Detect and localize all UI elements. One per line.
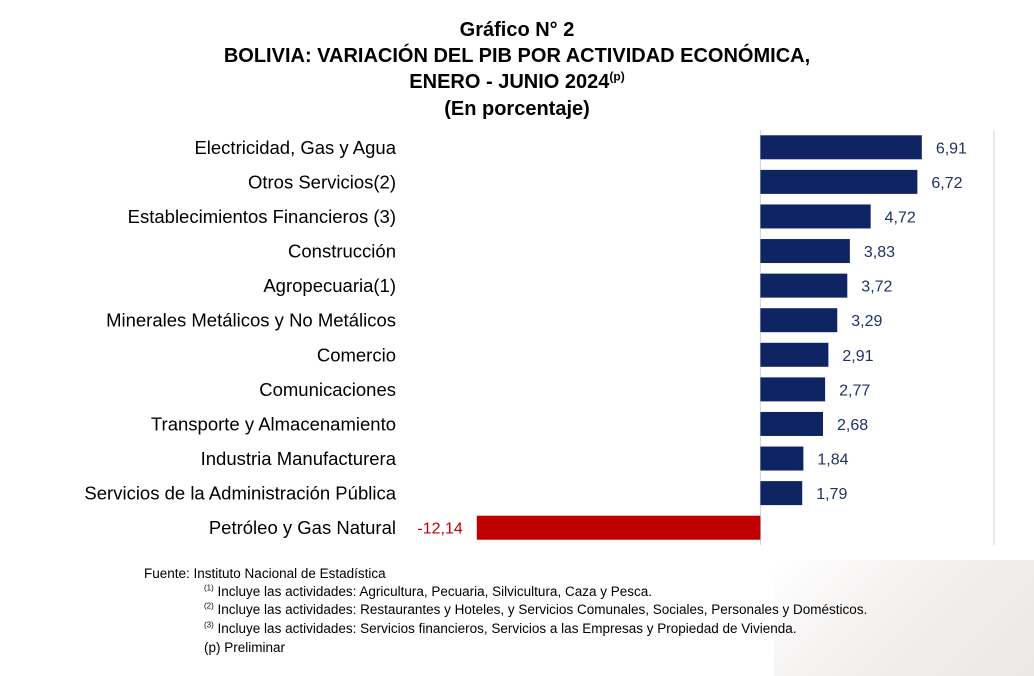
data-label: -12,14 [417,521,462,538]
preliminary-marker: (p) [609,69,625,84]
data-label: 1,84 [817,452,848,469]
chart-title: BOLIVIA: VARIACIÓN DEL PIB POR ACTIVIDAD… [223,45,811,67]
bar-positive [760,204,871,229]
preliminary-note: (p) Preliminar [204,640,286,655]
bar-positive [760,481,803,506]
category-label: Otros Servicios(2) [248,171,396,192]
data-label: 2,77 [839,382,870,399]
data-label: 4,72 [885,209,916,226]
category-label: Petróleo y Gas Natural [209,517,396,538]
category-label: Electricidad, Gas y Agua [194,137,396,158]
bar-positive [760,135,922,160]
data-label: 2,91 [842,348,873,365]
footnote-3: (3) Incluye las actividades: Servicios f… [204,620,797,639]
footnote-3-text: Incluye las actividades: Servicios finan… [213,621,797,636]
chart-title-number: Gráfico N° 2 [459,19,575,41]
category-label: Servicios de la Administración Pública [84,483,396,504]
data-label: 2,68 [837,417,868,434]
footnote-2-text: Incluye las actividades: Restaurantes y … [213,602,868,617]
data-label: 6,72 [931,175,962,192]
bar-positive [760,446,804,471]
bar-positive [760,377,826,402]
footnote-3-marker: (3) [204,620,214,630]
category-label: Agropecuaria(1) [263,275,396,296]
source-note: Fuente: Instituto Nacional de Estadístic… [144,566,386,581]
category-label: Comunicaciones [259,379,396,400]
category-label: Construcción [288,241,396,262]
bar-positive [760,239,850,264]
bar-positive [760,342,829,367]
category-label: Transporte y Almacenamiento [151,413,396,434]
category-label: Comercio [317,344,396,365]
bar-positive [760,308,838,333]
data-label: 3,83 [864,244,895,261]
period-text: ENERO - JUNIO 2024 [409,71,610,93]
footnote-2-marker: (2) [204,601,214,611]
chart-units: (En porcentaje) [444,98,590,120]
footnote-1-marker: (1) [204,583,214,593]
bar-positive [760,169,918,194]
footnote-1: (1) Incluye las actividades: Agricultura… [204,583,652,602]
chart-subtitle-period: ENERO - JUNIO 2024(p) [0,69,1034,95]
data-label: 6,91 [936,140,967,157]
data-label: 1,79 [816,486,847,503]
bar-negative [476,515,761,540]
footnote-1-text: Incluye las actividades: Agricultura, Pe… [213,584,652,599]
category-label: Minerales Metálicos y No Metálicos [106,310,396,331]
category-label: Establecimientos Financieros (3) [128,206,396,227]
bar-positive [760,411,824,436]
background-watermark [774,560,1034,676]
data-label: 3,72 [861,279,892,296]
footnote-2: (2) Incluye las actividades: Restaurante… [204,601,867,620]
bar-positive [760,273,848,298]
bar-chart: Electricidad, Gas y Agua 6,91 Otros Servic… [84,130,995,545]
category-label: Industria Manufacturera [201,448,397,469]
data-label: 3,29 [851,313,882,330]
